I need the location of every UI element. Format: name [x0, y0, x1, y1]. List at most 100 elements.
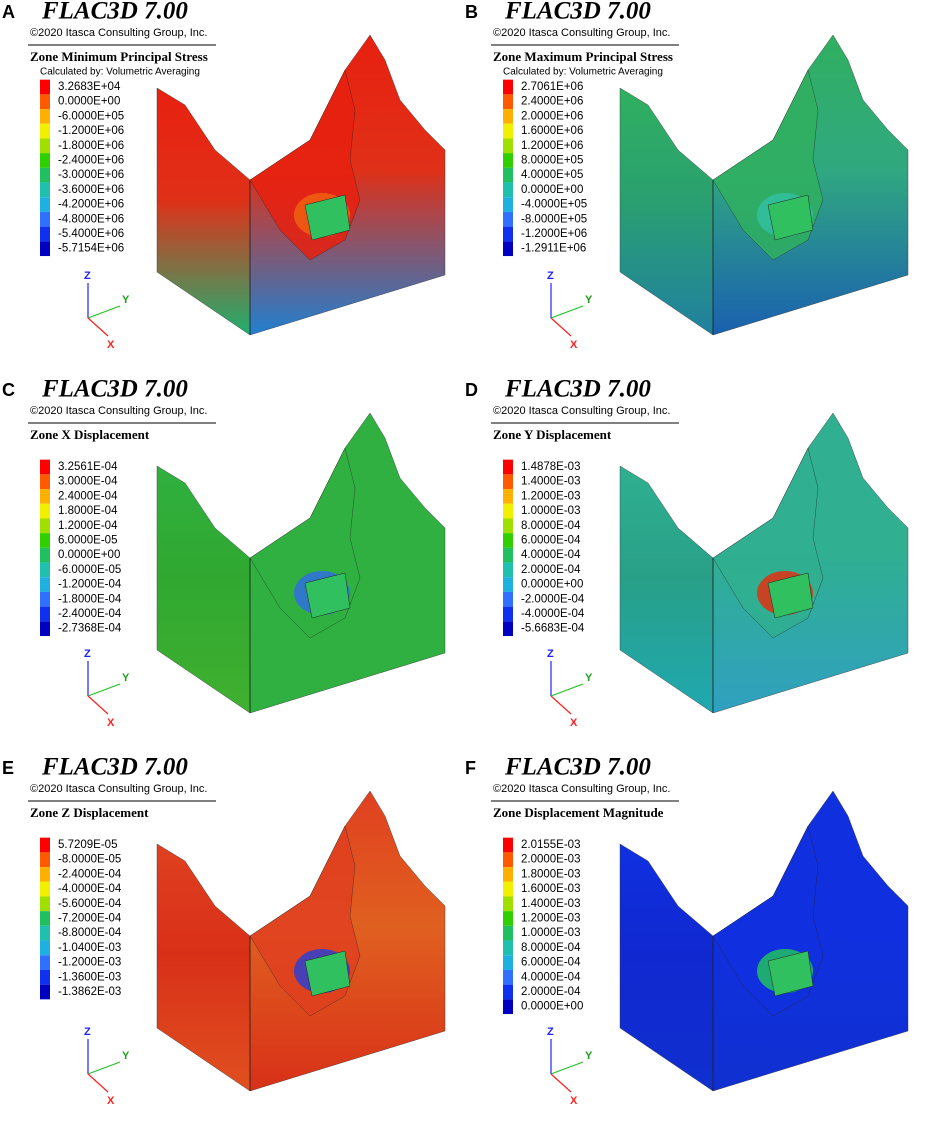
copyright: ©2020 Itasca Consulting Group, Inc. [493, 405, 670, 417]
axis-y [550, 305, 584, 319]
legend-title: Zone X Displacement [30, 427, 150, 442]
legend-entry: -3.0000E+06 [58, 169, 124, 181]
legend-entry: -1.3600E-03 [58, 971, 121, 983]
axis-label: Y [122, 1050, 130, 1062]
legend-entry: 1.4000E-03 [521, 898, 580, 910]
legend-entry: 2.0000E-04 [521, 564, 581, 576]
legend-swatch [503, 984, 513, 1000]
axis-x [550, 317, 572, 337]
legend-entry: -8.8000E-04 [58, 927, 122, 939]
panel-letter: C [2, 380, 15, 400]
copyright: ©2020 Itasca Consulting Group, Inc. [493, 783, 670, 795]
legend-entry: 2.7061E+06 [521, 81, 583, 93]
model-excavation [767, 950, 814, 997]
copyright: ©2020 Itasca Consulting Group, Inc. [493, 27, 670, 39]
legend-swatch [40, 606, 50, 622]
legend-entry: 1.4000E-03 [521, 476, 580, 488]
axis-y [87, 1061, 121, 1075]
software-title: FLAC3D 7.00 [41, 754, 188, 781]
legend-subtitle: Calculated by: Volumetric Averaging [40, 67, 200, 78]
model-left-face [619, 465, 714, 714]
legend-entry: 0.0000E+00 [521, 1001, 583, 1013]
legend-entry: -1.8000E-04 [58, 593, 122, 605]
legend-entry: 1.2000E+06 [521, 140, 583, 152]
legend-swatch [40, 474, 50, 490]
legend-entry: -1.8000E+06 [58, 140, 124, 152]
legend-swatch [503, 837, 513, 853]
legend-entry: -7.2000E-04 [58, 913, 122, 925]
legend-swatch [40, 591, 50, 607]
legend-entry: 1.8000E-04 [58, 505, 118, 517]
legend-entry: 4.0000E-04 [521, 549, 581, 561]
legend-swatch [40, 211, 50, 227]
legend-entry: 8.0000E+05 [521, 155, 583, 167]
legend-entry: 0.0000E+00 [521, 579, 583, 591]
legend-title: Zone Minimum Principal Stress [30, 49, 208, 64]
legend-swatch [503, 197, 513, 212]
legend-swatch [503, 518, 513, 534]
model-left-face [619, 843, 714, 1092]
legend-swatch [503, 621, 513, 637]
legend-entry: -5.7154E+06 [58, 243, 124, 255]
legend-title: Zone Maximum Principal Stress [493, 49, 673, 64]
legend-swatch [503, 606, 513, 622]
model-excavation [767, 194, 814, 241]
legend-swatch [40, 167, 50, 183]
legend-swatch [503, 474, 513, 490]
axis-y [550, 683, 584, 697]
panel: E FLAC3D 7.00 ©2020 Itasca Consulting Grou… [2, 754, 446, 1107]
legend-swatch [503, 226, 513, 242]
software-title: FLAC3D 7.00 [504, 376, 651, 403]
copyright: ©2020 Itasca Consulting Group, Inc. [30, 405, 207, 417]
legend-entry: 1.8000E-03 [521, 868, 580, 880]
legend-swatch [40, 969, 50, 985]
panel: F FLAC3D 7.00 ©2020 Itasca Consulting Grou… [465, 754, 909, 1107]
legend-swatch [503, 79, 513, 95]
legend-entry: 1.0000E-03 [521, 927, 580, 939]
software-title: FLAC3D 7.00 [41, 0, 188, 25]
legend-swatch [40, 837, 50, 853]
axis-label: Z [547, 270, 554, 282]
axis-label: X [570, 339, 578, 351]
legend-entry: 1.0000E-03 [521, 505, 580, 517]
legend-entry: 2.0000E-03 [521, 854, 580, 866]
legend-swatch [40, 925, 50, 941]
legend-entry: -2.4000E-04 [58, 868, 122, 880]
legend-swatch [503, 999, 513, 1015]
panel: D FLAC3D 7.00 ©2020 Itasca Consulting Grou… [465, 376, 909, 729]
legend-swatch [40, 577, 50, 592]
legend-swatch [40, 123, 50, 139]
panel: A FLAC3D 7.00 ©2020 Itasca Consulting Grou… [2, 0, 446, 351]
legend-entry: -1.2000E+06 [521, 228, 587, 240]
legend-entry: -2.0000E-04 [521, 593, 585, 605]
legend-swatch [503, 503, 513, 519]
legend-swatch [503, 577, 513, 592]
legend-entry: -1.3862E-03 [58, 986, 121, 998]
legend-title: Zone Z Displacement [30, 805, 149, 820]
axis-x [87, 695, 109, 715]
axis-x [87, 1073, 109, 1093]
panel-letter: E [2, 758, 14, 778]
legend-entry: 4.0000E-04 [521, 971, 581, 983]
legend-swatch [40, 547, 50, 563]
legend-entry: -4.0000E-04 [521, 608, 585, 620]
legend-subtitle: Calculated by: Volumetric Averaging [503, 67, 663, 78]
legend-entry: 1.6000E-03 [521, 883, 580, 895]
legend-entry: 0.0000E+00 [58, 549, 120, 561]
legend-entry: 8.0000E-04 [521, 942, 581, 954]
legend-title: Zone Y Displacement [493, 427, 612, 442]
axis-y [87, 683, 121, 697]
legend-entry: 1.2000E-03 [521, 913, 580, 925]
legend-entry: -5.6000E-04 [58, 898, 122, 910]
legend-entry: -4.2000E+06 [58, 199, 124, 211]
model-excavation [304, 572, 351, 619]
legend-entry: -8.0000E+05 [521, 213, 587, 225]
legend-entry: -4.0000E+05 [521, 199, 587, 211]
axis-label: X [570, 717, 578, 729]
legend-swatch [503, 459, 513, 475]
legend-swatch [503, 867, 513, 882]
legend-entry: 2.0000E-04 [521, 986, 581, 998]
legend-entry: -2.7368E-04 [58, 623, 122, 635]
software-title: FLAC3D 7.00 [41, 376, 188, 403]
axis-label: Z [547, 1026, 554, 1038]
